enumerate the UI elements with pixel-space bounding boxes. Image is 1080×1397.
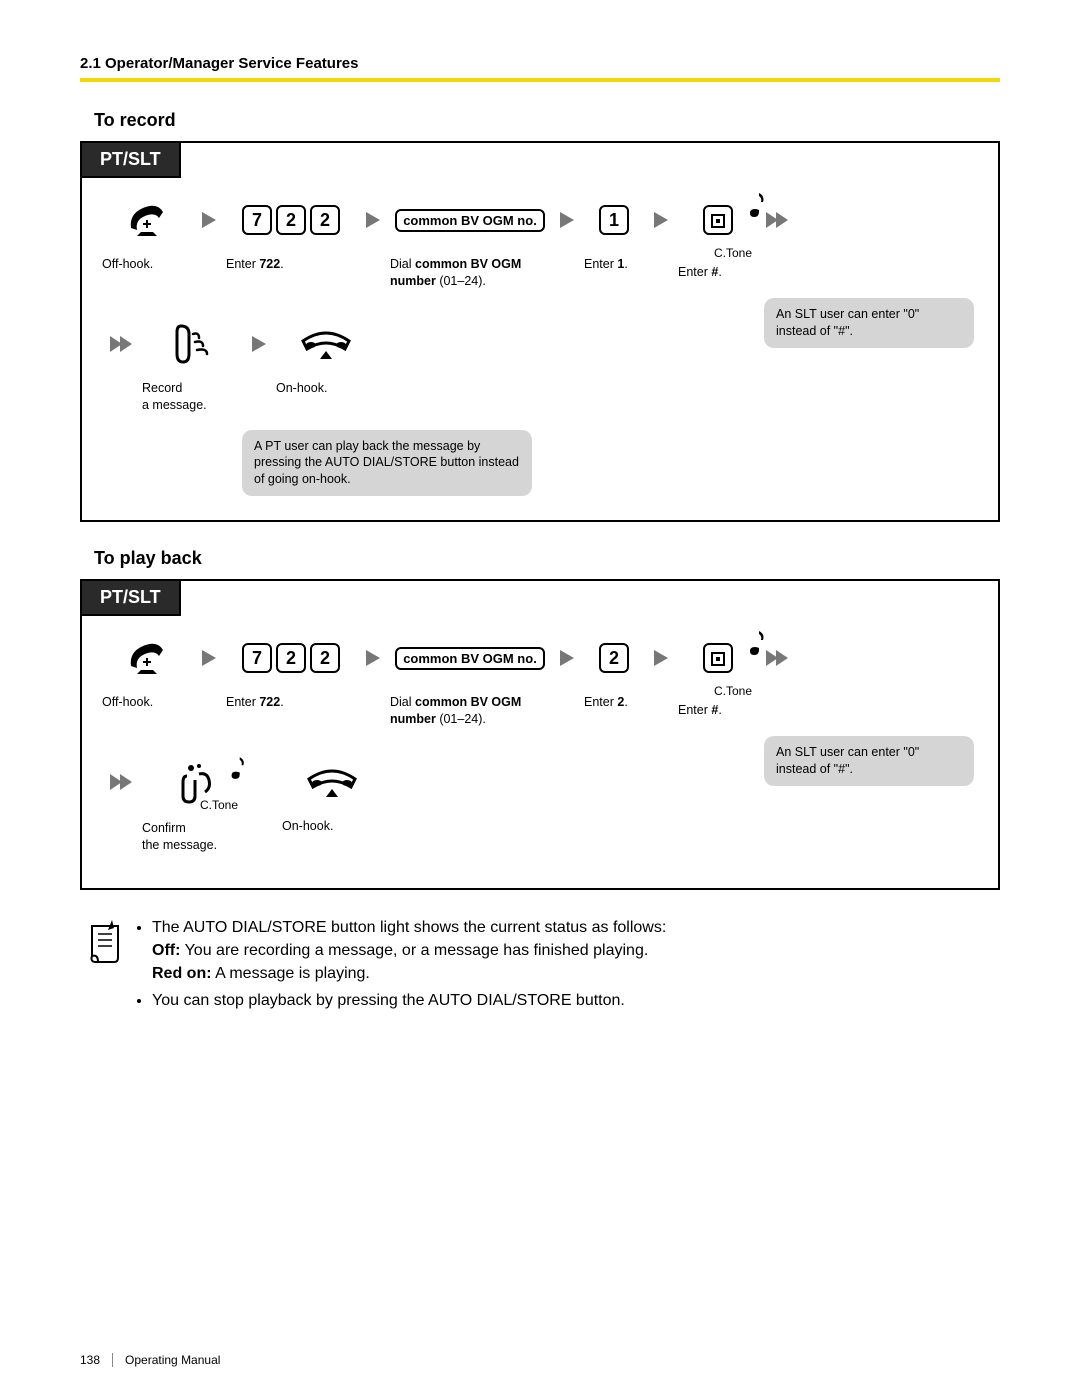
page-number: 138 [80,1353,113,1367]
to-record-title: To record [94,110,1000,131]
enter722-caption: Enter 722. [226,256,356,273]
arrow-icon [644,634,678,682]
slt-note-callout: An SLT user can enter "0" instead of "#"… [764,736,974,786]
enter-hash-caption: Enter #. [678,702,758,719]
keycap-2: 2 [310,643,340,673]
ogm-field: common BV OGM no. [395,647,545,670]
enter722-caption: Enter 722. [226,694,356,711]
doc-title: Operating Manual [125,1353,220,1367]
keycap-7: 7 [242,643,272,673]
confirm-caption: Confirmthe message. [142,820,252,854]
keycap-7: 7 [242,205,272,235]
onhook-icon [305,758,359,806]
hash-key [703,205,733,235]
arrow-icon [550,634,584,682]
notes-section: The AUTO DIAL/STORE button light shows t… [80,916,1000,1017]
ctone-label: C.Tone [714,684,752,698]
hash-key [703,643,733,673]
enter2-caption: Enter 2. [584,694,644,711]
keycap-2: 2 [276,205,306,235]
playback-procedure: PT/SLT Off-hook. [80,579,1000,890]
arrow-icon [644,196,678,244]
arrow-icon [356,634,390,682]
offhook-icon [125,634,169,682]
enter-hash-caption: Enter #. [678,264,758,281]
keycap-2: 2 [310,205,340,235]
section-header: 2.1 Operator/Manager Service Features [80,55,1000,72]
note-icon [80,916,130,968]
double-arrow-icon [102,758,142,806]
double-arrow-icon [102,320,142,368]
page-footer: 138 Operating Manual [80,1353,220,1367]
note-item: You can stop playback by pressing the AU… [152,989,666,1012]
listen-icon [177,758,217,806]
note-item: The AUTO DIAL/STORE button light shows t… [152,916,666,986]
ogm-field: common BV OGM no. [395,209,545,232]
playback-tab: PT/SLT [80,579,181,616]
record-icon [167,320,217,368]
arrow-icon [550,196,584,244]
arrow-icon [192,196,226,244]
enter1-caption: Enter 1. [584,256,644,273]
offhook-caption: Off-hook. [102,694,192,711]
onhook-icon [299,320,353,368]
music-note-icon [745,628,767,663]
onhook-caption: On-hook. [276,380,376,397]
keycap-1: 1 [599,205,629,235]
dial-ogm-caption: Dial common BV OGM number (01–24). [390,256,550,290]
arrow-icon [356,196,390,244]
record-caption: Recorda message. [142,380,242,414]
offhook-icon [125,196,169,244]
pt-note-callout: A PT user can play back the message by p… [242,430,532,497]
record-procedure: PT/SLT Off-hook. [80,141,1000,522]
keycap-2: 2 [599,643,629,673]
music-note-icon [227,754,247,787]
divider [80,78,1000,82]
record-tab: PT/SLT [80,141,181,178]
keycap-2: 2 [276,643,306,673]
ctone-label: C.Tone [714,246,752,260]
to-playback-title: To play back [94,548,1000,569]
music-note-icon [745,190,767,225]
offhook-caption: Off-hook. [102,256,192,273]
dial-ogm-caption: Dial common BV OGM number (01–24). [390,694,550,728]
arrow-icon [242,320,276,368]
arrow-icon [192,634,226,682]
onhook-caption: On-hook. [282,818,382,835]
slt-note-callout: An SLT user can enter "0" instead of "#"… [764,298,974,348]
